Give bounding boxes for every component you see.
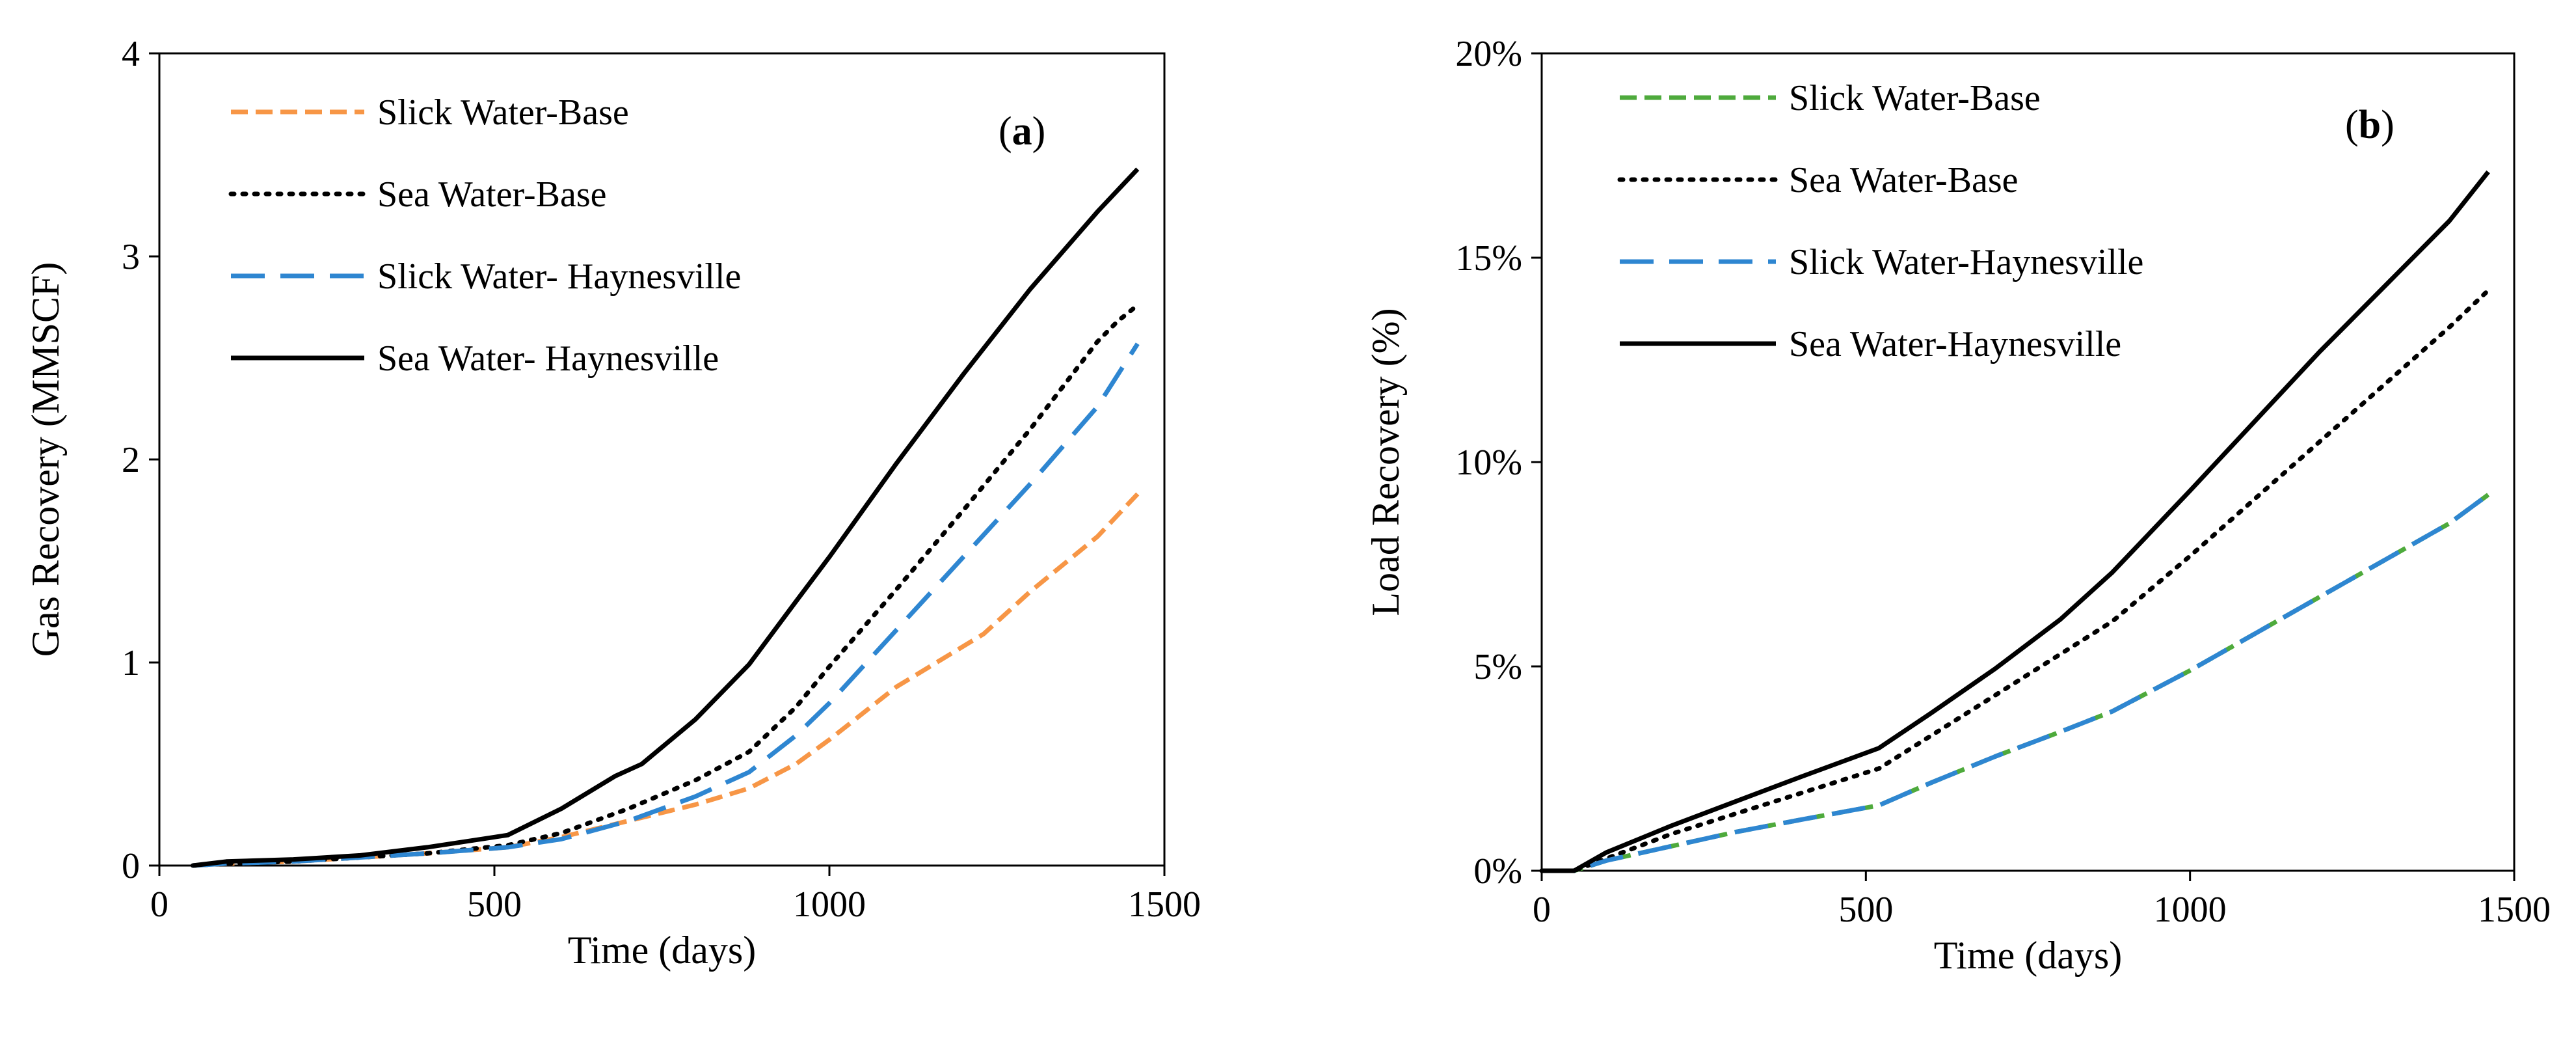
y-tick-label: 10% <box>1455 443 1522 483</box>
load-recovery-chart: 0 500 1000 1500 0% 5% 10% 15% 20% Time (days) Load… <box>1364 34 2551 977</box>
panel-label-part: ( <box>2345 103 2359 147</box>
x-tick-label: 1500 <box>1128 884 1201 925</box>
legend-label: Slick Water- Haynesville <box>377 256 741 297</box>
y-tick-label: 1 <box>122 643 140 683</box>
legend-label: Sea Water-Haynesville <box>1789 324 2121 364</box>
panel-label-part: a <box>1012 109 1032 154</box>
y-tick-label: 4 <box>122 34 140 74</box>
y-tick-label: 0% <box>1473 851 1522 892</box>
x-tick-label: 500 <box>467 884 522 925</box>
load-series-line-2 <box>1539 288 2491 873</box>
x-axis-title: Time (days) <box>1934 934 2122 977</box>
y-axis-title: Load Recovery (%) <box>1364 308 1407 616</box>
x-tick-label: 0 <box>1533 890 1551 930</box>
legend-label: Sea Water- Haynesville <box>377 338 719 379</box>
y-tick-label: 20% <box>1455 34 1522 74</box>
x-tick-label: 1000 <box>2154 890 2227 930</box>
y-tick-label: 5% <box>1473 647 1522 687</box>
legend-label: Slick Water-Base <box>377 92 629 133</box>
legend-label: Sea Water-Base <box>1789 160 2019 200</box>
y-axis-title: Gas Recovery (MMSCF) <box>24 262 67 657</box>
y-tick-label: 2 <box>122 440 140 480</box>
x-axis-title: Time (days) <box>568 929 756 972</box>
legend-label: Sea Water-Base <box>377 174 607 215</box>
panel-label-part: b <box>2359 103 2381 147</box>
y-tick-label: 3 <box>122 237 140 277</box>
gas-series-line-4 <box>193 167 1140 868</box>
panel-label: (b) <box>2345 103 2395 147</box>
x-tick-label: 0 <box>150 884 168 925</box>
x-tick-label: 1000 <box>793 884 866 925</box>
panel-label-part: ( <box>999 109 1012 154</box>
plot-frame <box>1540 52 2516 872</box>
panel-label: (a) <box>999 109 1045 154</box>
gas-series-line-3 <box>193 342 1140 868</box>
plot-frame <box>158 52 1166 867</box>
legend-label: Slick Water-Haynesville <box>1789 242 2143 282</box>
load-series-line-4 <box>1542 170 2490 873</box>
legend-label: Slick Water-Base <box>1789 78 2041 118</box>
gas-recovery-chart: 0 500 1000 1500 0 1 2 3 4 Time (days) Gas Recovery… <box>24 34 1201 972</box>
x-tick-label: 500 <box>1838 890 1893 930</box>
x-tick-label: 1500 <box>2478 890 2551 930</box>
load-series-line-3 <box>1542 493 2490 873</box>
panel-label-part: ) <box>2381 103 2395 147</box>
panel-label-part: ) <box>1032 109 1046 154</box>
y-tick-label: 15% <box>1455 238 1522 279</box>
gas-series-line-2 <box>191 303 1140 868</box>
y-tick-label: 0 <box>122 846 140 886</box>
